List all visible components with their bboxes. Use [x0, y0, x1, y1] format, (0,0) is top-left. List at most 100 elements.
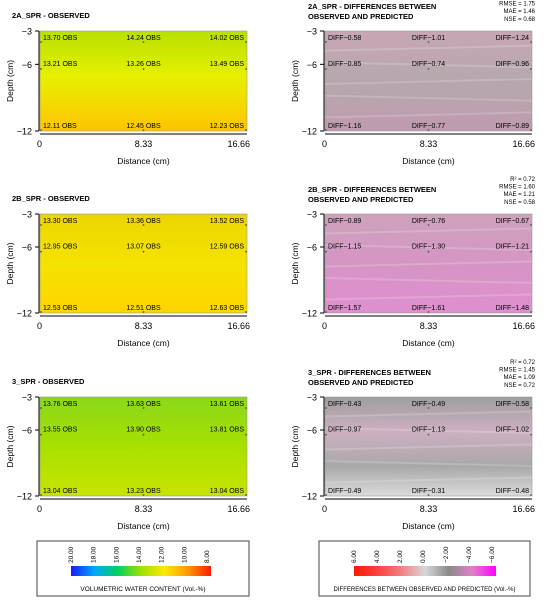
sample-point-marker [530, 433, 532, 436]
sample-point-marker [142, 250, 145, 253]
colorbar-tick-label: 6.00 [351, 550, 358, 563]
y-tick-label: −3 [22, 393, 32, 403]
chart-panel-2: −3 −6 −12 0 8.33 16.66 Distance (cm) Depth (cm)… [290, 2, 536, 166]
sample-value-label: 13.61 OBS [210, 401, 245, 408]
sample-point-marker [325, 250, 327, 253]
x-tick-label: 16.66 [512, 321, 535, 331]
contour-line [324, 260, 533, 268]
sample-point-marker [427, 68, 430, 70]
colorbar-gradient [71, 566, 211, 576]
sample-point-marker [427, 41, 430, 43]
sample-value-label: DIFF−0.58 [328, 35, 361, 42]
sample-point-marker [245, 311, 247, 313]
x-tick-label: 0 [37, 321, 42, 331]
sample-value-label: 13.23 OBS [126, 488, 161, 495]
sample-point-marker [325, 433, 327, 436]
fit-statistic: NSE = 0.72 [504, 383, 536, 389]
y-axis-label: Depth (cm) [290, 425, 300, 467]
sample-point-marker [142, 68, 145, 70]
x-tick-label: 16.66 [227, 139, 250, 149]
x-tick-label: 0 [322, 321, 327, 331]
y-axis-label: Depth (cm) [5, 425, 15, 467]
contour-line [324, 410, 533, 418]
chart-title: 3_SPR - OBSERVED [12, 377, 85, 386]
sample-value-label: DIFF−0.89 [496, 123, 529, 130]
sample-point-marker [530, 407, 532, 409]
x-tick-label: 8.33 [420, 139, 438, 149]
sample-value-label: 13.04 OBS [210, 488, 245, 495]
x-axis-label: Distance (cm) [117, 156, 170, 166]
x-axis-label: Distance (cm) [402, 156, 455, 166]
y-tick-label: −12 [302, 309, 317, 319]
x-tick-label: 8.33 [135, 504, 153, 514]
y-tick-label: −3 [22, 27, 32, 37]
colorbar-tick-label: 0.00 [420, 550, 427, 563]
sample-point-marker [530, 494, 532, 496]
sample-point-marker [142, 407, 145, 409]
sample-point-marker [40, 129, 42, 131]
y-tick-label: −12 [302, 492, 317, 502]
sample-point-marker [325, 41, 327, 43]
sample-value-label: DIFF−1.57 [328, 305, 361, 312]
chart-panel-5: −3 −6 −12 0 8.33 16.66 Distance (cm) Depth (cm)… [5, 377, 250, 531]
x-tick-label: 0 [322, 504, 327, 514]
chart-panel-1: −3 −6 −12 0 8.33 16.66 Distance (cm) Depth (cm)… [5, 11, 250, 166]
y-tick-label: −12 [17, 309, 32, 319]
y-tick-label: −6 [22, 243, 32, 253]
chart-title: 2A_SPR - DIFFERENCES BETWEEN OBSERVED AND… [308, 2, 436, 21]
sample-point-marker [427, 494, 430, 496]
sample-value-label: DIFF−0.76 [412, 218, 445, 225]
colorbar-tick-label: 20.00 [68, 546, 75, 563]
chart-title: 2B_SPR - OBSERVED [12, 194, 90, 203]
sample-point-marker [245, 129, 247, 131]
sample-point-marker [40, 68, 42, 70]
x-tick-label: 8.33 [135, 321, 153, 331]
chart-panel-3: −3 −6 −12 0 8.33 16.66 Distance (cm) Depth (cm)… [5, 194, 250, 348]
colorbar-tick-label: 2.00 [397, 550, 404, 563]
sample-point-marker [245, 68, 247, 70]
x-axis-label: Distance (cm) [402, 338, 455, 348]
sample-point-marker [325, 407, 327, 409]
plot-frame [39, 213, 248, 314]
sample-value-label: 12.59 OBS [210, 244, 245, 251]
sample-value-label: DIFF−1.61 [412, 305, 445, 312]
sample-value-label: 12.45 OBS [126, 123, 161, 130]
y-tick-label: −3 [22, 210, 32, 220]
y-tick-label: −6 [22, 426, 32, 436]
y-tick-label: −6 [307, 426, 317, 436]
x-tick-label: 8.33 [420, 504, 438, 514]
x-tick-label: 16.66 [512, 139, 535, 149]
chart-panel-6: −3 −6 −12 0 8.33 16.66 Distance (cm) Depth (cm)… [290, 360, 536, 531]
sample-value-label: DIFF−1.16 [328, 123, 361, 130]
heatmap-surface [40, 397, 247, 496]
sample-point-marker [40, 224, 42, 226]
chart-title-line: OBSERVED AND PREDICTED [308, 378, 414, 387]
sample-value-label: 13.52 OBS [210, 218, 245, 225]
colorbar-title: VOLUMETRIC WATER CONTENT (Vol.-%) [80, 586, 205, 593]
sample-point-marker [245, 407, 247, 409]
sample-value-label: 13.04 OBS [43, 488, 78, 495]
sample-point-marker [142, 41, 145, 43]
sample-point-marker [142, 433, 145, 436]
heatmap-surface [325, 214, 532, 313]
sample-point-marker [245, 494, 247, 496]
sample-value-label: 13.63 OBS [126, 401, 161, 408]
y-tick-label: −12 [302, 127, 317, 137]
sample-value-label: 12.53 OBS [43, 305, 78, 312]
sample-point-marker [427, 250, 430, 253]
sample-value-label: DIFF−0.96 [496, 61, 529, 68]
sample-point-marker [530, 41, 532, 43]
colorbar-title: DIFFERENCES BETWEEN OBSERVED AND PREDICT… [334, 587, 516, 593]
contour-line [324, 476, 533, 484]
sample-point-marker [325, 129, 327, 131]
chart-title-line: 3_SPR - DIFFERENCES BETWEEN [308, 368, 431, 377]
sample-value-label: 13.30 OBS [43, 218, 78, 225]
x-axis-label: Distance (cm) [117, 521, 170, 531]
sample-value-label: 14.24 OBS [126, 35, 161, 42]
sample-point-marker [427, 433, 430, 436]
sample-value-label: 12.51 OBS [126, 305, 161, 312]
x-tick-label: 16.66 [227, 321, 250, 331]
sample-value-label: DIFF−0.67 [496, 218, 529, 225]
sample-point-marker [245, 250, 247, 253]
sample-value-label: DIFF−1.15 [328, 244, 361, 251]
